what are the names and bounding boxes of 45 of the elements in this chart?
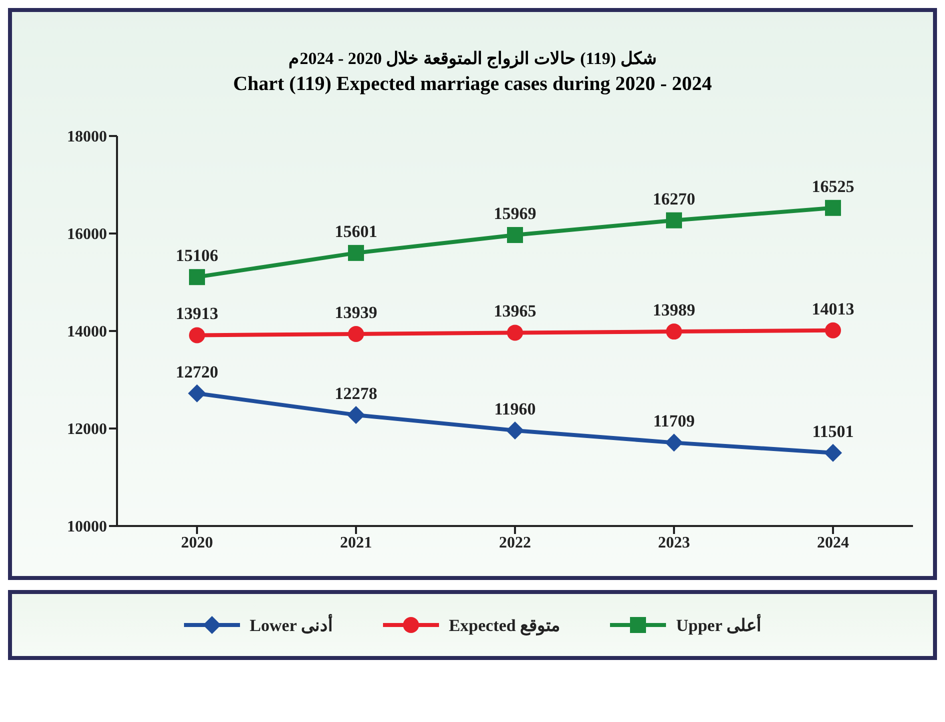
data-label: 15106 <box>176 246 218 266</box>
data-label: 12720 <box>176 362 218 382</box>
data-label: 11709 <box>653 412 695 431</box>
data-label: 11960 <box>494 399 536 418</box>
point <box>825 322 841 338</box>
point <box>347 406 365 424</box>
point <box>666 212 682 228</box>
legend-label: Lower أدنى <box>250 614 333 636</box>
data-label: 13965 <box>494 302 536 321</box>
point <box>507 227 523 244</box>
data-label: 13913 <box>176 304 218 324</box>
point <box>507 324 523 341</box>
x-tick-label: 2022 <box>499 534 531 552</box>
point <box>825 200 841 216</box>
data-label: 13989 <box>652 300 696 320</box>
x-tick-label: 2021 <box>340 534 372 552</box>
data-label: 15601 <box>334 222 378 241</box>
x-tick-label: 2024 <box>817 534 849 552</box>
point <box>189 327 205 344</box>
point <box>348 326 364 342</box>
point <box>665 434 683 452</box>
point <box>188 384 206 402</box>
y-tick-label: 10000 <box>67 518 107 536</box>
legend-label: Expected متوقع <box>448 614 560 636</box>
data-label: 15969 <box>494 204 536 224</box>
chart-subtitle: Chart (119) Expected marriage cases during 2020 - 2024 <box>232 73 713 96</box>
legend-label: Upper أعلى <box>676 614 762 636</box>
point <box>666 324 682 340</box>
point <box>348 244 364 261</box>
data-label: 13939 <box>334 302 378 322</box>
point <box>824 444 842 462</box>
data-label: 16525 <box>812 176 854 196</box>
point <box>506 421 524 440</box>
y-tick-label: 14000 <box>67 324 107 341</box>
data-label: 12278 <box>334 384 378 403</box>
y-tick-label: 16000 <box>67 226 107 244</box>
chart-title: شكل (119) حالات الزواج المتوقعة خلال 2020 - 2024م <box>288 48 658 69</box>
data-label: 11501 <box>812 422 854 441</box>
data-label: 16270 <box>652 189 696 208</box>
y-tick-label: 18000 <box>67 128 107 146</box>
y-tick-label: 12000 <box>67 421 107 438</box>
data-label: 14013 <box>812 299 854 318</box>
x-tick-label: 2023 <box>658 534 690 552</box>
point <box>189 269 205 286</box>
x-tick-label: 2020 <box>181 534 213 552</box>
